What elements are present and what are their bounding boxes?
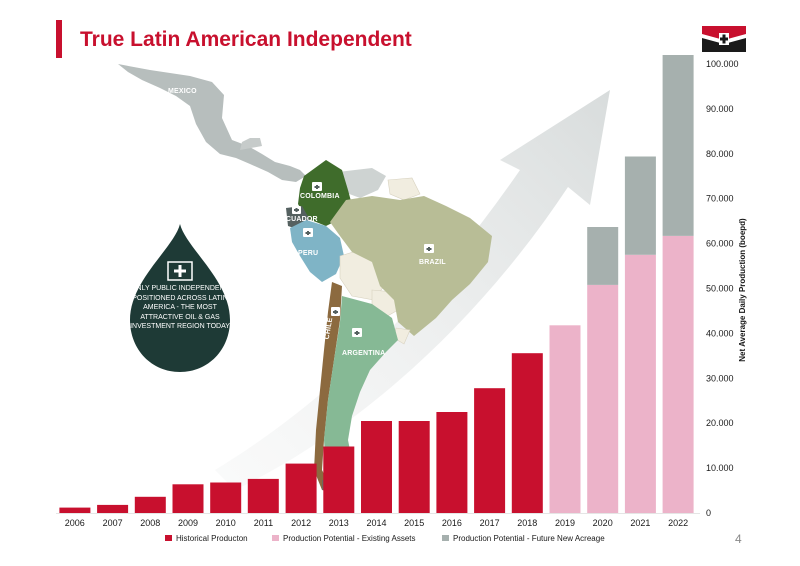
x-tick-2021: 2021	[630, 518, 650, 528]
legend-label-1: Production Potential - Existing Assets	[283, 534, 416, 543]
x-tick-2020: 2020	[593, 518, 613, 528]
bar-2018-series-0	[511, 353, 543, 513]
x-tick-2022: 2022	[668, 518, 688, 528]
bar-2008-series-0	[134, 496, 166, 513]
x-tick-2014: 2014	[366, 518, 386, 528]
chart-legend: Historical Producton Production Potential…	[165, 534, 605, 543]
colombia-shape	[298, 160, 352, 226]
x-tick-2008: 2008	[140, 518, 160, 528]
growth-arrow-icon	[215, 90, 610, 490]
country-label-colombia: COLOMBIA	[300, 193, 340, 200]
bar-2013-series-0	[323, 446, 355, 513]
x-tick-2012: 2012	[291, 518, 311, 528]
x-tick-2013: 2013	[329, 518, 349, 528]
latin-america-map	[118, 64, 610, 494]
bar-2021-series-2	[624, 156, 656, 255]
x-tick-2009: 2009	[178, 518, 198, 528]
legend-swatch-0	[165, 535, 172, 541]
y-tick-6: 60.000	[706, 239, 734, 249]
legend-label-0: Historical Producton	[176, 534, 248, 543]
x-tick-2006: 2006	[65, 518, 85, 528]
bar-2015-series-0	[398, 421, 430, 513]
bar-2014-series-0	[361, 421, 392, 513]
y-tick-labels: 0 10.000 20.000 30.000 40.000 50.000 60.000 70.…	[706, 59, 739, 518]
y-tick-5: 50.000	[706, 284, 734, 294]
y-tick-10: 100.000	[706, 59, 739, 69]
y-axis-label: Net Average Daily Production (boepd)	[738, 218, 747, 362]
company-logo-icon	[702, 26, 746, 52]
x-tick-2016: 2016	[442, 518, 462, 528]
x-tick-2017: 2017	[480, 518, 500, 528]
y-tick-2: 20.000	[706, 418, 734, 428]
title-accent-bar	[56, 20, 62, 58]
chile-shape	[314, 282, 342, 490]
venezuela-shape	[338, 168, 386, 198]
mexico-shape	[118, 64, 306, 182]
bar-2022-series-2	[662, 55, 694, 236]
bar-2016-series-0	[436, 412, 468, 513]
bar-2022-series-1	[662, 236, 694, 513]
bars-group	[59, 55, 694, 514]
argentina-shape	[324, 296, 398, 476]
bar-2011-series-0	[247, 478, 279, 513]
bar-2019-series-1	[549, 325, 581, 513]
callout-drop-icon	[130, 224, 230, 372]
bar-2007-series-0	[97, 504, 129, 513]
brazil-shape	[330, 196, 492, 336]
y-tick-4: 40.000	[706, 328, 734, 338]
country-label-argentina: ARGENTINA	[342, 350, 386, 357]
page-number: 4	[735, 532, 742, 546]
legend-swatch-1	[272, 535, 279, 541]
bar-2017-series-0	[474, 388, 506, 513]
y-tick-7: 70.000	[706, 194, 734, 204]
x-tick-labels: 2006 2007 2008 2009 2010 2011 2012 2013 2014 2015…	[65, 518, 688, 528]
bar-2010-series-0	[210, 482, 242, 513]
bar-2020-series-1	[587, 284, 619, 513]
x-tick-2011: 2011	[254, 518, 273, 528]
callout-text: ONLY PUBLIC INDEPENDENT POSITIONED ACROS…	[130, 285, 230, 330]
country-label-peru: PERU	[298, 250, 319, 257]
bar-2006-series-0	[59, 507, 91, 513]
x-tick-2010: 2010	[216, 518, 236, 528]
x-tick-2015: 2015	[404, 518, 424, 528]
x-tick-2018: 2018	[517, 518, 537, 528]
y-tick-1: 10.000	[706, 463, 734, 473]
x-tick-2007: 2007	[103, 518, 123, 528]
x-tick-2019: 2019	[555, 518, 575, 528]
bar-2021-series-1	[624, 254, 656, 514]
bar-2009-series-0	[172, 484, 204, 513]
y-tick-3: 30.000	[706, 373, 734, 383]
country-label-mexico: MEXICO	[168, 88, 197, 95]
legend-swatch-2	[442, 535, 449, 541]
country-label-ecuador: ECUADOR	[281, 216, 318, 223]
bar-2020-series-2	[587, 227, 619, 285]
y-tick-8: 80.000	[706, 149, 734, 159]
page-title: True Latin American Independent	[80, 28, 412, 51]
country-label-brazil: BRAZIL	[419, 259, 446, 266]
bar-2012-series-0	[285, 463, 317, 513]
y-tick-9: 90.000	[706, 104, 734, 114]
legend-label-2: Production Potential - Future New Acreag…	[453, 534, 605, 543]
y-tick-0: 0	[706, 508, 711, 518]
